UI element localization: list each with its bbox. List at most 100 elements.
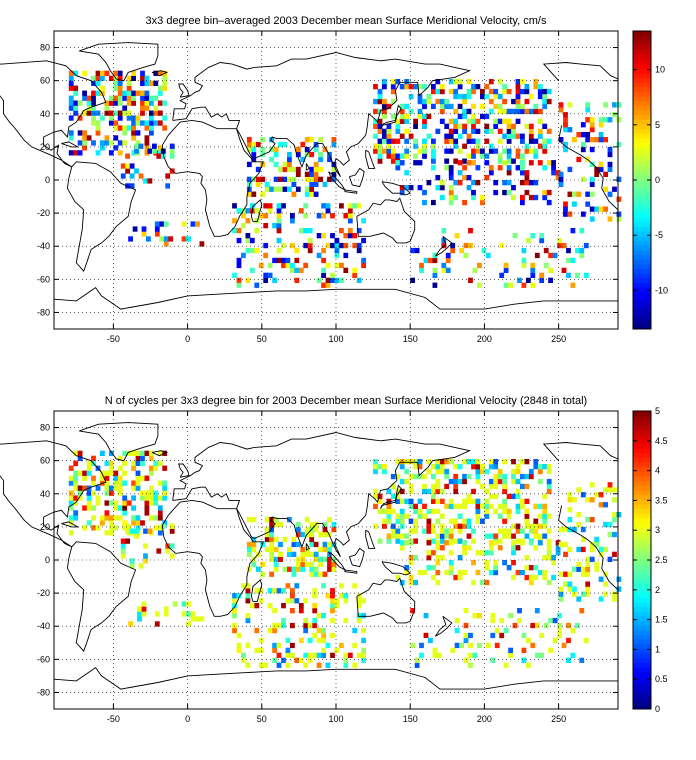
- data-bin: [399, 478, 405, 485]
- data-bin: [607, 216, 613, 222]
- data-bin: [511, 560, 516, 566]
- data-bin: [269, 137, 274, 143]
- coastline: [178, 83, 190, 98]
- data-bin: [343, 267, 349, 273]
- colorbar-segment: [633, 277, 651, 283]
- data-bin: [390, 79, 396, 85]
- data-bin: [258, 662, 264, 668]
- data-bin: [264, 546, 270, 553]
- data-bin: [330, 617, 335, 624]
- data-bin: [477, 642, 482, 649]
- data-bin: [493, 483, 499, 490]
- data-bin: [73, 450, 79, 456]
- data-bin: [466, 185, 472, 191]
- data-bin: [521, 282, 527, 288]
- data-bin: [68, 490, 74, 496]
- data-bin: [607, 151, 613, 158]
- data-bin: [399, 540, 405, 546]
- data-bin: [546, 128, 552, 134]
- data-bin: [125, 523, 130, 529]
- data-bin: [561, 242, 567, 249]
- data-bin: [520, 153, 525, 159]
- data-bin: [117, 485, 123, 491]
- data-bin: [82, 475, 87, 481]
- data-bin: [466, 175, 472, 181]
- data-bin: [399, 118, 405, 124]
- data-bin: [325, 208, 331, 214]
- data-bin: [144, 135, 150, 141]
- data-bin: [607, 531, 613, 538]
- data-bin: [567, 127, 573, 133]
- data-bin: [475, 118, 481, 124]
- data-bin: [589, 556, 595, 562]
- data-bin: [431, 158, 436, 164]
- data-bin: [108, 115, 114, 121]
- data-bin: [316, 627, 322, 634]
- data-bin: [140, 495, 145, 501]
- data-bin: [422, 483, 427, 490]
- colorbar-segment: [633, 315, 651, 321]
- data-bin: [454, 617, 460, 624]
- data-bin: [304, 517, 310, 523]
- data-bin: [422, 488, 427, 495]
- data-bin: [457, 113, 463, 120]
- data-bin: [91, 515, 96, 521]
- data-bin: [343, 598, 349, 604]
- data-bin: [295, 186, 301, 192]
- data-bin: [304, 526, 310, 533]
- data-bin: [169, 148, 175, 154]
- data-bin: [95, 500, 101, 506]
- data-bin: [316, 613, 322, 619]
- data-bin: [528, 194, 534, 201]
- data-bin: [580, 132, 586, 138]
- data-bin: [295, 171, 301, 177]
- data-bin: [511, 123, 516, 129]
- data-bin: [475, 468, 481, 475]
- data-bin: [515, 493, 521, 500]
- data-bin: [272, 588, 277, 594]
- data-bin: [122, 460, 128, 466]
- data-bin: [404, 468, 410, 475]
- data-bin: [528, 468, 534, 475]
- data-bin: [276, 223, 282, 229]
- data-bin: [546, 555, 552, 561]
- data-bin: [82, 110, 87, 116]
- data-bin: [153, 95, 159, 101]
- data-bin: [122, 110, 128, 116]
- data-bin: [377, 138, 383, 144]
- colorbar-segment: [633, 424, 651, 431]
- data-bin: [431, 538, 436, 544]
- data-bin: [598, 546, 604, 553]
- data-bin: [520, 473, 525, 480]
- data-bin: [313, 146, 319, 153]
- data-bin: [82, 135, 87, 141]
- data-bin: [117, 490, 123, 496]
- data-bin: [533, 153, 539, 159]
- data-bin: [417, 185, 423, 191]
- data-bin: [515, 468, 521, 475]
- data-bin: [304, 561, 310, 567]
- data-bin: [131, 95, 136, 101]
- data-bin: [399, 508, 405, 514]
- data-bin: [542, 555, 548, 561]
- data-bin: [426, 508, 432, 514]
- data-bin: [439, 533, 445, 539]
- data-bin: [589, 127, 595, 133]
- data-bin: [104, 490, 110, 496]
- data-bin: [423, 257, 429, 264]
- data-bin: [273, 546, 279, 553]
- data-bin: [331, 166, 337, 173]
- data-bin: [258, 588, 264, 594]
- data-bin: [290, 608, 295, 614]
- data-bin: [453, 523, 459, 529]
- data-bin: [141, 606, 147, 612]
- data-bin: [382, 128, 387, 134]
- colorbar-segment: [633, 310, 651, 316]
- data-bin: [343, 617, 349, 624]
- data-bin: [457, 528, 463, 534]
- data-bin: [291, 176, 297, 182]
- data-bin: [417, 459, 423, 465]
- data-bin: [108, 460, 114, 466]
- data-bin: [408, 555, 414, 561]
- data-bin: [414, 662, 420, 668]
